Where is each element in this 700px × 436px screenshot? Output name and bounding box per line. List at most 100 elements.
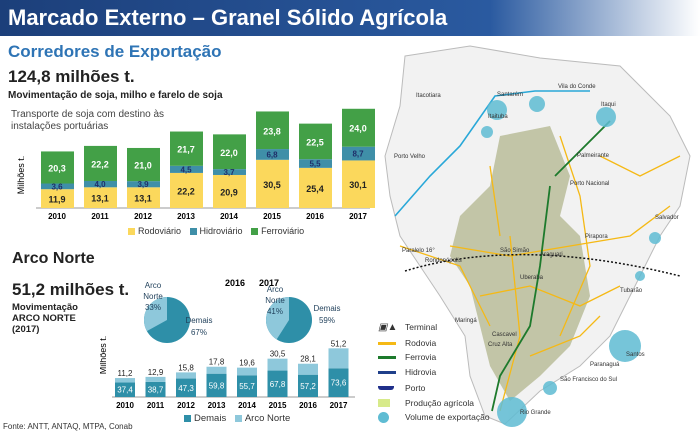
pie-label-demais: 67% xyxy=(191,328,207,337)
city-label: Tubarão xyxy=(620,288,643,294)
data-label: 12,9 xyxy=(148,368,164,377)
city-label: Porto Nacional xyxy=(570,181,609,187)
data-label: 59,8 xyxy=(209,381,225,390)
arco-norte-title: Arco Norte xyxy=(12,250,95,267)
data-label: 37,4 xyxy=(117,386,133,395)
data-label: 67,8 xyxy=(270,380,286,389)
highway-line-icon xyxy=(378,342,396,345)
data-label: 23,8 xyxy=(263,126,281,136)
pie-label-demais: Demais xyxy=(313,304,340,313)
caption-line: Transporte de soja com destino às xyxy=(11,109,165,120)
data-label: 3,9 xyxy=(137,180,149,189)
bar-rodoviário-2010 xyxy=(41,189,74,208)
bar-arco-norte-2013 xyxy=(206,366,227,374)
y-axis-label: Milhões t. xyxy=(100,336,108,375)
x-tick-label: 2010 xyxy=(116,401,134,410)
bar-rodoviário-2015 xyxy=(256,159,289,208)
data-label: 30,1 xyxy=(349,180,367,190)
bar-hidroviário-2015 xyxy=(256,149,289,160)
soy-transport-chart: Milhões t. 11,9 3,6 20,3 2010 13,1 4,0 22,2 201… xyxy=(16,108,375,221)
arco-norte-subtitle: Movimentação ARCO NORTE (2017) xyxy=(12,302,78,335)
x-tick-label: 2011 xyxy=(91,212,109,221)
legend-label: Ferroviário xyxy=(261,226,305,236)
caption-line: instalações portuárias xyxy=(11,121,109,132)
agri-production-area xyxy=(450,126,590,401)
data-label: 28,1 xyxy=(300,355,316,364)
pie-label-demais: 59% xyxy=(319,316,335,325)
pie-title: 2016 xyxy=(225,278,245,288)
x-tick-label: 2010 xyxy=(48,212,66,221)
city-label: Cascavel xyxy=(492,332,517,338)
agri-area-icon xyxy=(378,399,390,407)
data-label: 17,8 xyxy=(209,358,225,367)
bar-demais-2015 xyxy=(267,370,288,397)
railway xyxy=(554,120,611,177)
pie-label-demais: Demais xyxy=(185,316,212,325)
bar-rodoviário-2016 xyxy=(299,167,332,208)
source-note: Fonte: ANTT, ANTAQ, MTPA, Conab xyxy=(3,422,133,431)
pie-slice-arco-norte xyxy=(144,297,167,332)
x-tick-label: 2013 xyxy=(208,401,226,410)
data-label: 22,0 xyxy=(220,148,238,158)
bar-hidroviário-2012 xyxy=(127,181,160,188)
bar-arco-norte-2012 xyxy=(176,372,196,379)
data-label: 20,3 xyxy=(48,163,66,173)
bar-hidroviário-2016 xyxy=(299,159,332,168)
bar-demais-2010 xyxy=(115,382,135,397)
title-bar: Marcado Externo – Granel Sólido Agrícola xyxy=(0,0,700,36)
volume-circle-icon xyxy=(378,412,389,423)
pie-charts: 2016ArcoNorte33%Demais67%2017ArcoNorte41… xyxy=(143,278,341,343)
data-label: 30,5 xyxy=(270,350,286,359)
parallel-16-line xyxy=(404,253,681,277)
data-label: 47,3 xyxy=(178,384,194,393)
highways xyxy=(399,135,681,412)
city-label: Araguari xyxy=(540,252,563,258)
city-label: São Francisco do Sul xyxy=(560,377,617,383)
legend-label: Arco Norte xyxy=(244,413,291,424)
x-tick-label: 2011 xyxy=(147,401,165,410)
data-label: 51,2 xyxy=(331,339,347,348)
data-label: 21,0 xyxy=(134,161,152,171)
bar-ferroviário-2012 xyxy=(127,147,160,182)
bar-ferroviário-2014 xyxy=(213,134,246,170)
bar-ferroviário-2010 xyxy=(41,151,74,184)
data-label: 11,9 xyxy=(48,195,65,205)
city-label: Porto Velho xyxy=(394,154,426,160)
terminal-icon: ▣▲ xyxy=(378,322,398,333)
pie-title: 2017 xyxy=(259,278,279,288)
city-label: Itaituba xyxy=(488,114,508,120)
chart2-legend: Demais Arco Norte xyxy=(178,413,290,425)
bar-hidroviário-2010 xyxy=(41,183,74,190)
chart1-legend: Rodoviário Hidroviário Ferroviário xyxy=(122,226,304,236)
bar-demais-2017 xyxy=(328,368,349,397)
brazil-map: Itacotiara Santarém Itaituba Vila do Conde I… xyxy=(384,45,691,427)
data-label: 3,6 xyxy=(51,182,63,191)
city-label: Palmeirante xyxy=(577,153,610,159)
bar-demais-2013 xyxy=(206,373,227,397)
data-label: 13,1 xyxy=(91,194,109,204)
data-label: 20,9 xyxy=(220,187,238,197)
data-label: 3,7 xyxy=(223,168,235,177)
port-ship-icon xyxy=(378,386,394,390)
bar-rodoviário-2011 xyxy=(84,187,117,208)
data-label: 5,5 xyxy=(309,160,321,169)
x-tick-label: 2012 xyxy=(177,401,195,410)
city-label: Paralelo 16° xyxy=(402,248,435,254)
bar-arco-norte-2010 xyxy=(115,378,135,383)
bar-demais-2011 xyxy=(145,381,166,397)
data-label: 24,0 xyxy=(349,124,367,134)
pie-label-arco-norte: Norte xyxy=(143,292,163,301)
city-label: Santos xyxy=(626,352,645,358)
x-tick-label: 2012 xyxy=(134,212,152,221)
bar-rodoviário-2012 xyxy=(127,187,160,208)
legend-swatch xyxy=(189,228,197,236)
waterway-line-icon xyxy=(378,371,396,374)
data-label: 73,6 xyxy=(331,379,347,388)
pie-label-arco-norte: Arco xyxy=(145,281,162,290)
city-label: Cruz Alta xyxy=(488,342,513,348)
city-labels: Itacotiara Santarém Itaituba Vila do Conde I… xyxy=(394,84,679,416)
x-tick-label: 2016 xyxy=(299,401,317,410)
bar-arco-norte-2011 xyxy=(145,376,166,382)
data-label: 19,6 xyxy=(239,359,255,368)
section-subtitle: Movimentação de soja, milho e farelo de … xyxy=(8,90,223,101)
